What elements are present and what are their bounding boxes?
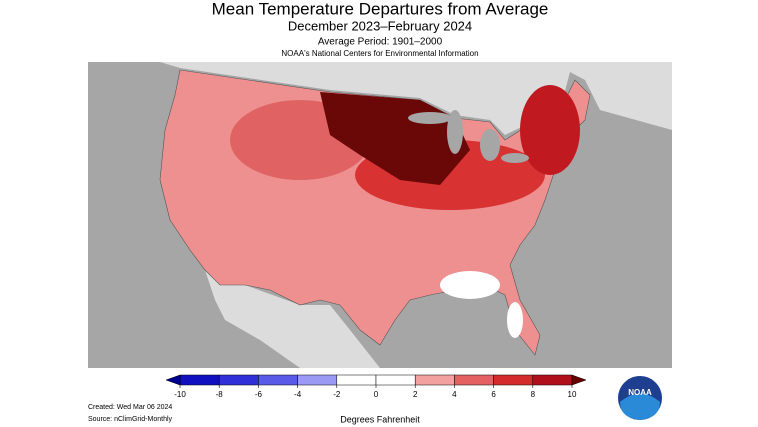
color-bin — [258, 374, 298, 386]
lake — [408, 112, 452, 124]
colorbar-label: Degrees Fahrenheit — [340, 414, 420, 424]
tick-label: 8 — [531, 390, 536, 399]
logo-text: NOAA — [628, 388, 652, 397]
tick-label: 0 — [374, 390, 379, 399]
tick-label: -4 — [294, 390, 302, 399]
temp-region — [507, 302, 523, 338]
tick-label: 10 — [568, 390, 577, 399]
tick-label: -10 — [174, 390, 186, 399]
noaa-logo: NOAA — [618, 376, 662, 420]
under-arrow — [165, 374, 181, 386]
temp-region — [520, 85, 580, 175]
source-line: NOAA's National Centers for Environmenta… — [281, 49, 478, 58]
color-bin — [218, 374, 259, 386]
mexico — [205, 270, 380, 368]
lake — [447, 110, 463, 154]
map — [88, 62, 672, 368]
over-arrow — [571, 374, 587, 386]
subtitle: December 2023–February 2024 — [288, 18, 472, 33]
created-note: Created: Wed Mar 06 2024 — [88, 404, 172, 411]
tick-label: -2 — [333, 390, 341, 399]
tick-label: -8 — [216, 390, 224, 399]
color-bin — [414, 374, 455, 386]
color-bin — [336, 374, 377, 386]
color-bin — [454, 374, 494, 386]
color-bin — [179, 374, 220, 386]
colorbar: -10 -8 -6 -4 -2 0 2 4 6 8 10 — [165, 374, 587, 399]
tick-label: 4 — [452, 390, 457, 399]
tick-label: 6 — [491, 390, 496, 399]
lake — [480, 129, 500, 161]
color-bin — [375, 374, 416, 386]
tick-label: -6 — [255, 390, 263, 399]
lake — [501, 153, 529, 163]
source-note: Source: nClimGrid-Monthly — [88, 416, 173, 423]
title: Mean Temperature Departures from Average — [212, 0, 549, 18]
tick-label: 2 — [413, 390, 418, 399]
color-bin — [532, 374, 573, 386]
average-period: Average Period: 1901–2000 — [318, 37, 443, 48]
temp-region — [440, 271, 500, 299]
logo-wave — [620, 393, 660, 420]
color-bin — [297, 374, 338, 386]
color-bin — [493, 374, 534, 386]
